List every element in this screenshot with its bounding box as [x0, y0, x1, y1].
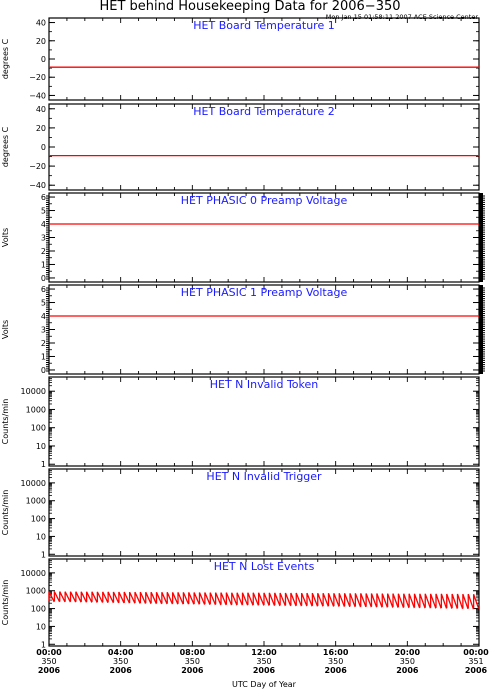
panel-2: 40 20 0 −20 −40 degrees C HET Board Temperatur… — [1, 103, 480, 191]
x-tick-label-time: 00:00 — [463, 648, 489, 657]
y-tick-label: 0 — [41, 143, 46, 152]
x-tick-label-time: 08:00 — [180, 648, 206, 657]
y-tick-label: 6 — [41, 285, 46, 294]
y-tick-label: 2 — [41, 339, 46, 348]
y-tick-label: 100 — [31, 424, 46, 433]
x-tick-label-year: 2006 — [325, 666, 348, 675]
y-tick-label: 2 — [41, 247, 46, 256]
x-tick-label-day: 350 — [41, 657, 56, 666]
y-tick-label: 10 — [36, 442, 46, 451]
y-axis-label: degrees C — [1, 126, 10, 167]
figure-timestamp: Mon Jan 15 01:58:11 2007 ACE Science Cen… — [326, 13, 479, 21]
x-tick-label-year: 2006 — [110, 666, 133, 675]
x-tick-label-time: 04:00 — [108, 648, 134, 657]
y-tick-label: 100 — [31, 515, 46, 524]
y-tick-label: 1 — [41, 460, 46, 469]
panel-3: 0 1 2 3 4 5 6 Volts HET PHASIC 0 Preamp Voltage — [1, 192, 485, 283]
y-axis-label: degrees C — [1, 38, 10, 79]
panel-title: HET N Lost Events — [214, 560, 315, 573]
y-tick-label: −20 — [29, 162, 46, 171]
x-tick-label-day: 350 — [113, 657, 128, 666]
y-tick-label: 1000 — [26, 587, 46, 596]
x-tick-label-day: 350 — [400, 657, 415, 666]
y-tick-label: 0 — [41, 55, 46, 64]
x-tick-label-day: 351 — [468, 657, 483, 666]
panel-5: 1 10 100 1000 10000 Counts/min HET N Invalid T… — [1, 376, 480, 469]
y-tick-label: 40 — [36, 105, 46, 114]
y-tick-label: 10 — [36, 532, 46, 541]
edge-bar — [479, 285, 483, 374]
panel-1: 40 20 0 −20 −40 degrees C HET Board Temperatur… — [1, 17, 480, 101]
series-line-lost-events — [48, 591, 480, 610]
y-tick-label: 10 — [36, 622, 46, 631]
y-tick-label: 4 — [41, 312, 46, 321]
panel-title: HET Board Temperature 2 — [193, 105, 334, 118]
y-tick-label: −20 — [29, 73, 46, 82]
y-tick-label: 0 — [41, 274, 46, 283]
y-tick-label: 1000 — [26, 497, 46, 506]
y-axis-label: Counts/min — [1, 580, 10, 626]
y-tick-label: 4 — [41, 220, 46, 229]
x-tick-label-year: 2006 — [465, 666, 488, 675]
panel-title: HET N Invalid Token — [210, 378, 319, 391]
x-tick-label-day: 350 — [256, 657, 271, 666]
x-axis-labels: 00:00350200604:00350200608:00350200612:0… — [36, 648, 489, 675]
x-tick-label-time: 20:00 — [395, 648, 421, 657]
y-tick-label: 40 — [36, 19, 46, 28]
y-axis-label: Counts/min — [1, 399, 10, 445]
panel-title: HET N Invalid Trigger — [206, 470, 322, 483]
y-tick-label: 5 — [41, 207, 46, 216]
y-tick-label: 20 — [36, 37, 46, 46]
y-tick-label: 20 — [36, 124, 46, 133]
panel-7: 1 10 100 1000 10000 Counts/min HET N Lost Even… — [1, 558, 480, 649]
edge-bar — [479, 193, 483, 282]
x-tick-label-year: 2006 — [396, 666, 419, 675]
y-tick-label: 3 — [41, 326, 46, 335]
x-axis-title: UTC Day of Year — [232, 680, 297, 689]
y-axis-label: Volts — [1, 320, 10, 339]
panel-title: HET PHASIC 0 Preamp Voltage — [181, 194, 348, 207]
y-tick-label: 5 — [41, 299, 46, 308]
x-tick-label-time: 16:00 — [323, 648, 349, 657]
y-tick-label: 1 — [41, 352, 46, 361]
x-tick-label-day: 350 — [328, 657, 343, 666]
x-tick-label-year: 2006 — [38, 666, 61, 675]
x-tick-label-year: 2006 — [181, 666, 204, 675]
y-tick-label: 1 — [41, 260, 46, 269]
panel-6: 1 10 100 1000 10000 Counts/min HET N Invalid T… — [1, 468, 480, 559]
y-tick-label: −40 — [29, 91, 46, 100]
panel-title: HET Board Temperature 1 — [193, 19, 334, 32]
y-tick-label: 1 — [41, 640, 46, 649]
x-tick-label-time: 00:00 — [36, 648, 62, 657]
y-axis-label: Volts — [1, 228, 10, 247]
y-tick-label: 1000 — [26, 405, 46, 414]
y-tick-label: 3 — [41, 234, 46, 243]
figure-title: HET behind Housekeeping Data for 2006−35… — [99, 0, 400, 14]
panel-title: HET PHASIC 1 Preamp Voltage — [181, 286, 348, 299]
y-tick-label: 10000 — [21, 479, 46, 488]
x-tick-label-day: 350 — [185, 657, 200, 666]
y-tick-label: 6 — [41, 193, 46, 202]
panel-4: 0 1 2 3 4 5 6 Volts HET PHASIC 1 Preamp Voltage — [1, 284, 485, 375]
y-tick-label: 10000 — [21, 387, 46, 396]
x-tick-label-year: 2006 — [253, 666, 276, 675]
y-axis-label: Counts/min — [1, 490, 10, 536]
y-tick-label: 0 — [41, 366, 46, 375]
x-tick-label-time: 12:00 — [251, 648, 277, 657]
y-tick-label: −40 — [29, 181, 46, 190]
y-tick-label: 100 — [31, 605, 46, 614]
y-tick-label: 10000 — [21, 569, 46, 578]
y-tick-label: 1 — [41, 550, 46, 559]
